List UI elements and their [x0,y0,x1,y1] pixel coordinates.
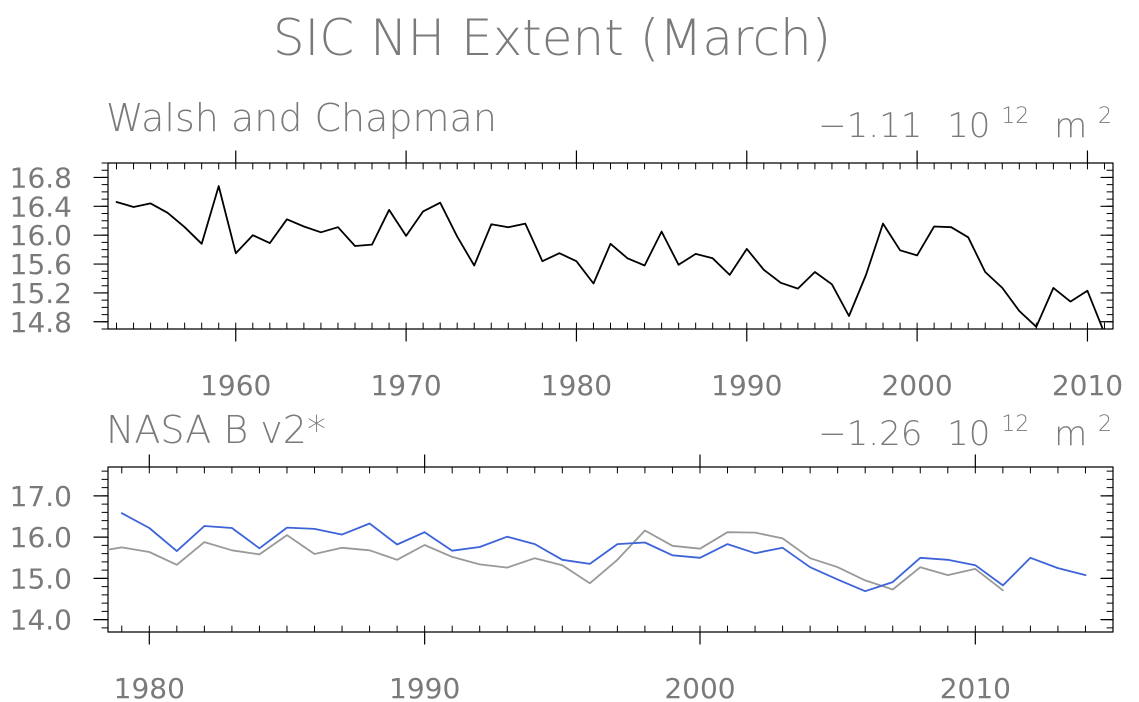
x-tick-label: 1970 [370,369,441,402]
trend-unit-m: m [1054,106,1087,146]
trend-value: −1.11 [818,106,922,146]
y-tick-label: 15.2 [10,277,72,310]
panel-title: Walsh and Chapman [106,96,497,140]
series-line-1 [108,529,1004,592]
series-line-0 [115,185,1104,329]
x-tick-label: 1990 [711,369,782,402]
x-tick-label: 2000 [664,672,735,702]
y-tick-label: 14.8 [10,306,72,339]
trend-unit-base: 10 [947,106,990,146]
trend-unit-m: m [1054,414,1087,454]
panel-walsh-chapman: Walsh and Chapman −1.11 10 12 m 2 1960 19… [10,92,1123,402]
panel-nasa-b-v2: NASA B v2* −1.26 10 12 m 2 1980 1990 2000 2… [10,400,1114,702]
series-line-0 [120,512,1087,593]
x-tick-label: 2010 [1052,369,1123,402]
y-tick-label: 14.0 [10,604,72,637]
trend-label: −1.11 10 12 m 2 [818,92,1112,146]
x-tick-label: 1960 [200,369,271,402]
y-tick-label: 17.0 [10,480,72,513]
y-tick-label: 16.0 [10,219,72,252]
trend-label: −1.26 10 12 m 2 [818,400,1112,454]
plot-area: 1980 1990 2000 2010 14.0 15.0 16.0 17.0 [10,454,1114,702]
x-tick-label: 1980 [541,369,612,402]
panel-title: NASA B v2* [106,408,326,452]
y-tick-label: 16.8 [10,161,72,194]
y-tick-label: 16.0 [10,521,72,554]
x-tick-label: 2010 [940,672,1011,702]
trend-unit-m-exp: 2 [1098,104,1112,129]
y-tick-label: 16.4 [10,190,72,223]
plot-area: 1960 1970 1980 1990 2000 2010 14.815.215.616.0… [10,150,1123,402]
x-tick-label: 1980 [114,672,185,702]
trend-unit-exp: 12 [1001,412,1029,437]
figure-title: SIC NH Extent (March) [273,9,831,67]
trend-unit-base: 10 [947,414,990,454]
trend-value: −1.26 [818,414,922,454]
x-tick-label: 2000 [881,369,952,402]
x-tick-label: 1990 [389,672,460,702]
trend-unit-exp: 12 [1001,104,1029,129]
y-tick-label: 15.0 [10,562,72,595]
y-tick-label: 15.6 [10,248,72,281]
trend-unit-m-exp: 2 [1098,412,1112,437]
